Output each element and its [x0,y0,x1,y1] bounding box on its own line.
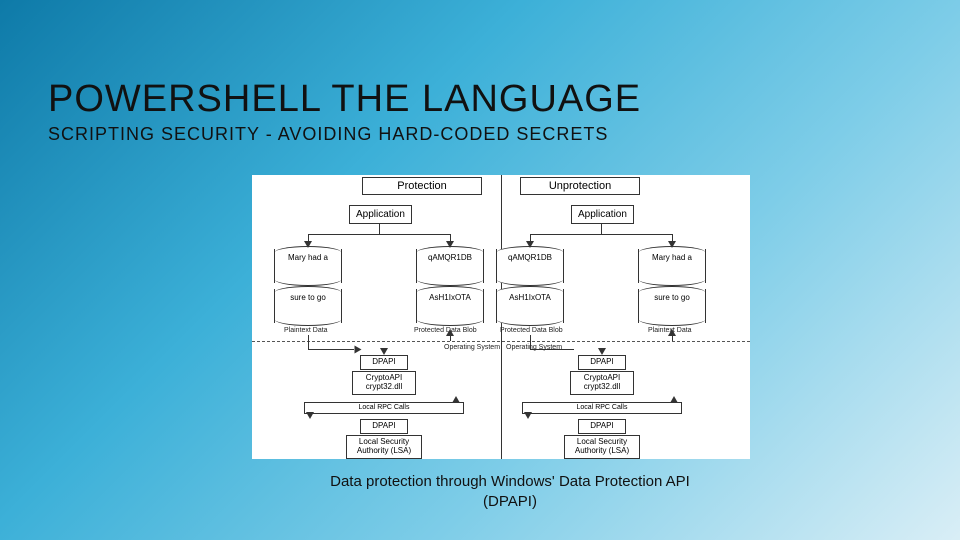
lsa-box-left: Local Security Authority (LSA) [346,435,422,459]
diagram-line [308,234,450,235]
local-rpc-box-right: Local RPC Calls [522,402,682,414]
diagram-line [530,335,531,349]
protection-header: Protection [362,177,482,195]
plaintext-scroll-left-2: sure to go [274,289,342,323]
diagram-line [530,234,672,235]
page-title: POWERSHELL THE LANGUAGE [48,78,641,121]
ciphertext-scroll-right: qAMQR1DB [496,249,564,283]
ciphertext-scroll-left: qAMQR1DB [416,249,484,283]
arrow-icon [524,412,532,419]
arrow-icon [452,396,460,403]
arrow-icon [598,348,606,355]
cryptoapi-box-left: CryptoAPI crypt32.dll [352,371,416,395]
application-box-right: Application [571,205,634,224]
dpapi-box-left: DPAPI [360,355,408,370]
dpapi-box-right: DPAPI [578,355,626,370]
plaintext-data-label: Plaintext Data [284,327,328,334]
arrow-icon [446,329,454,336]
unprotection-header: Unprotection [520,177,640,195]
arrow-icon [355,346,362,354]
arrow-icon [670,396,678,403]
operating-system-label-left: Operating System [444,344,500,351]
plaintext-scroll-right: Mary had a [638,249,706,283]
arrow-icon [380,348,388,355]
cryptoapi-box-right: CryptoAPI crypt32.dll [570,371,634,395]
os-boundary-dash [252,341,750,342]
application-box-left: Application [349,205,412,224]
plaintext-scroll-left: Mary had a [274,249,342,283]
diagram-line [308,335,309,349]
dpapi-box-right-lower: DPAPI [578,419,626,434]
ciphertext-scroll-right-2: AsH1IxOTA [496,289,564,323]
lsa-box-right: Local Security Authority (LSA) [564,435,640,459]
dpapi-box-left-lower: DPAPI [360,419,408,434]
protected-blob-label-right: Protected Data Blob [500,327,563,334]
arrow-icon [306,412,314,419]
ciphertext-scroll-left-2: AsH1IxOTA [416,289,484,323]
diagram-line [379,224,380,234]
arrow-icon [668,329,676,336]
page-subtitle: SCRIPTING SECURITY - AVOIDING HARD-CODED… [48,124,608,145]
local-rpc-box-left: Local RPC Calls [304,402,464,414]
diagram-line [530,349,574,350]
plaintext-scroll-right-2: sure to go [638,289,706,323]
dpapi-diagram: Protection Unprotection Application Appl… [252,175,750,459]
diagram-line [308,349,354,350]
diagram-caption: Data protection through Windows' Data Pr… [310,472,710,511]
diagram-line [601,224,602,234]
